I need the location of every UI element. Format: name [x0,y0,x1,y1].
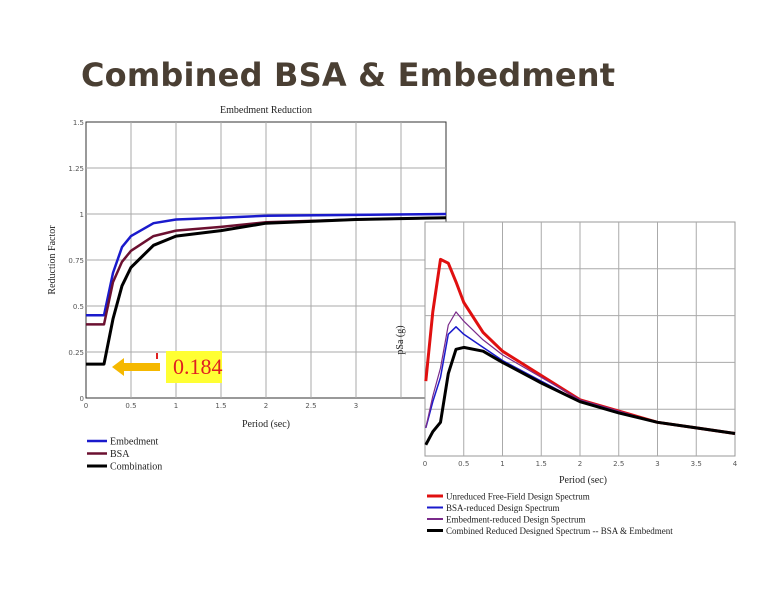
annotation-value: 0.184 [173,354,223,379]
x-tick-label: 2 [264,402,268,410]
legend-label: BSA [110,449,130,460]
y-tick-label: 1 [80,211,84,219]
embedment-reduction-chart: 0 0.5 1 1.5 2 2.5 3 0 0.25 0.5 0.75 1 1.25 1.5 Embedme… [47,105,447,473]
y-axis-label: Reduction Factor [47,225,58,295]
legend-label: BSA-reduced Design Spectrum [446,503,559,513]
x-tick-label: 1.5 [215,402,226,410]
annotation-highlight [166,351,222,383]
x-tick-label: 2.5 [613,460,624,468]
legend-label: Embedment-reduced Design Spectrum [446,515,585,525]
series-line-4 [424,345,736,446]
x-tick-label: 1.5 [536,460,547,468]
y-tick-label: 0.25 [68,349,84,357]
x-tick-label: 1 [174,402,178,410]
x-tick-label: 3 [655,460,659,468]
arrow-left-icon [112,353,160,376]
x-tick-label: 2.5 [305,402,316,410]
x-tick-label: 3 [354,402,358,410]
chart-title: Embedment Reduction [220,105,312,116]
y-tick-label: 0 [80,395,84,403]
y-tick-label: 0.75 [68,257,84,265]
y-axis-label: pSa (g) [395,325,406,354]
x-tick-label: 2 [578,460,582,468]
y-tick-label: 1.25 [68,165,84,173]
y-tick-label: 1.5 [73,119,84,127]
series-line-1 [86,212,447,317]
series-line-3 [86,216,447,366]
y-tick-label: 0.5 [73,303,84,311]
x-tick-label: 0.5 [458,460,469,468]
legend-label: Embedment [110,437,159,448]
x-tick-label: 0 [423,460,427,468]
legend-label: Unreduced Free-Field Design Spectrum [446,492,590,502]
x-tick-label: 4 [733,460,738,468]
x-axis-label: Period (sec) [242,419,290,430]
legend-label: Combination [110,462,162,473]
x-tick-label: 3.5 [691,460,702,468]
legend-label: Combined Reduced Designed Spectrum -- BS… [446,526,673,536]
design-spectrum-chart: 0 0.5 1 1.5 2 2.5 3 3.5 4 Period (sec) pSa (g) Unre… [395,221,738,536]
slide-title: Combined BSA & Embedment [81,56,616,94]
x-tick-label: 0.5 [125,402,136,410]
x-axis-label: Period (sec) [559,475,607,486]
x-tick-label: 0 [84,402,88,410]
x-tick-label: 1 [500,460,504,468]
